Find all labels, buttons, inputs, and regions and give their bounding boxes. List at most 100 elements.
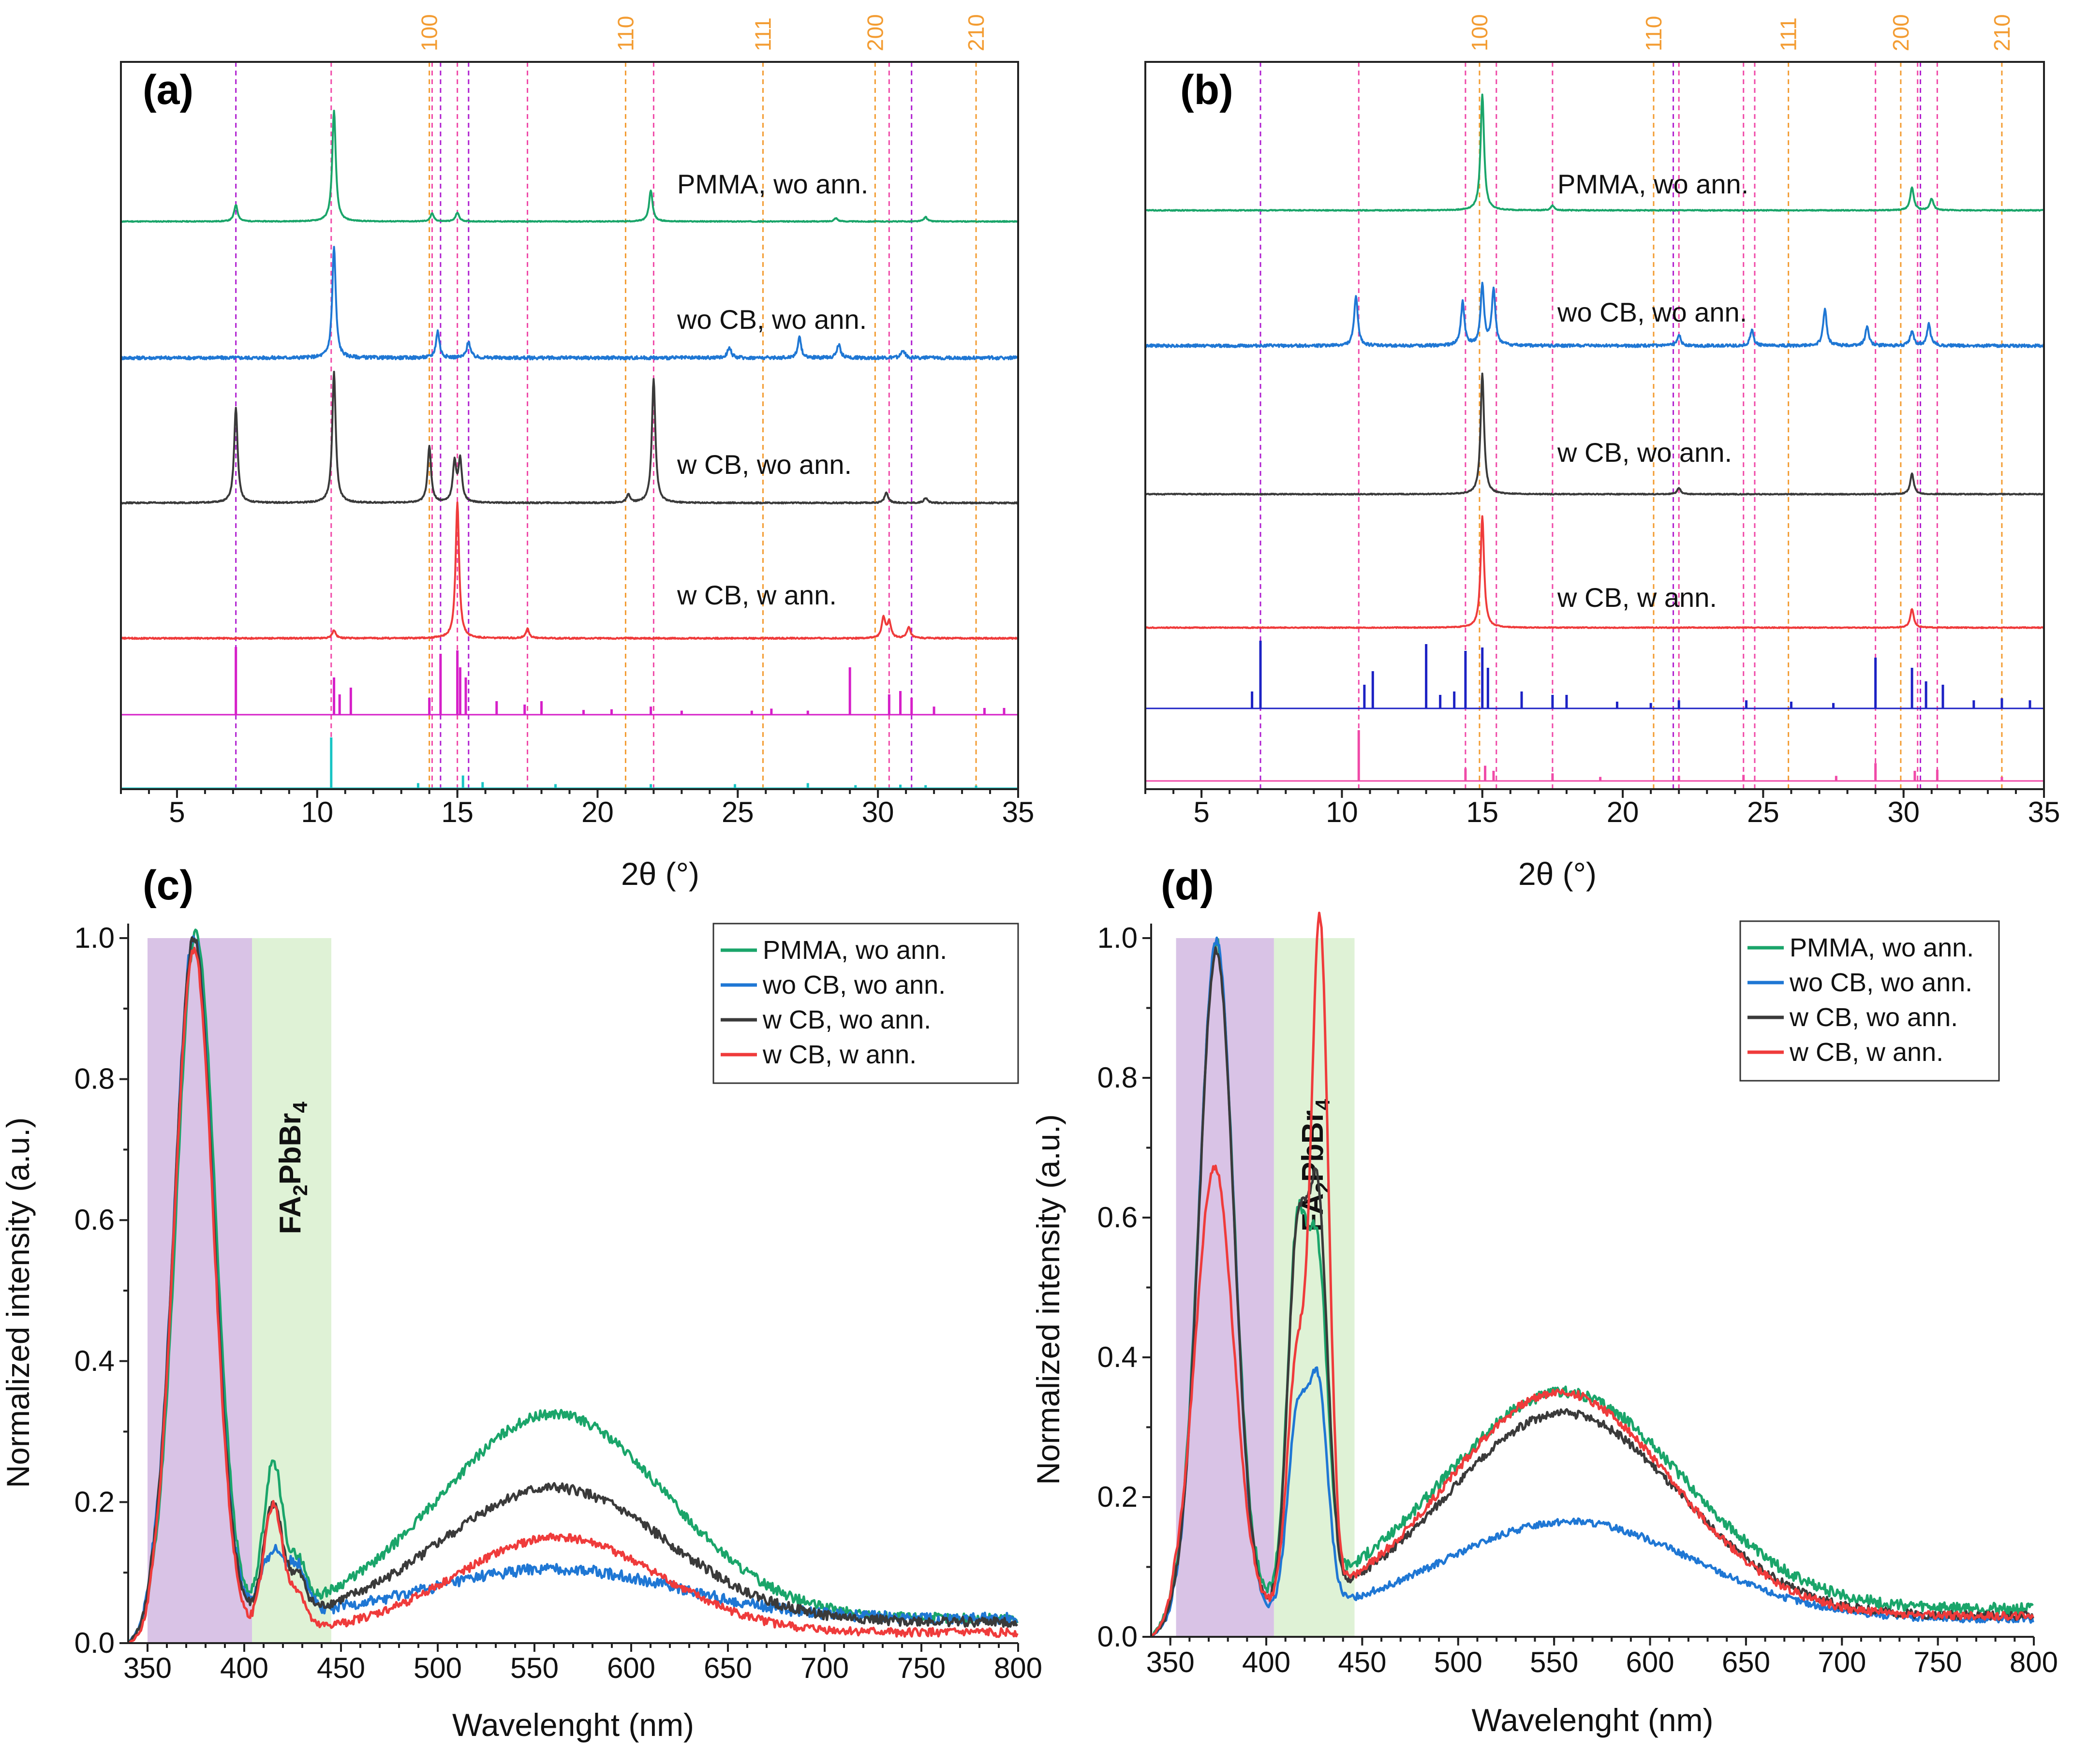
legend-entry: PMMA, wo ann. [763,936,947,965]
y-tick-label: 0.2 [1097,1481,1138,1513]
xrd-trace-2 [120,370,1019,505]
x-tick-label: 15 [1466,796,1498,828]
legend-entry: w CB, wo ann. [1789,1003,1958,1032]
x-tick-label: 650 [704,1652,752,1684]
x-tick-label: 20 [581,796,614,828]
band-label-text: PbBr [274,1113,307,1185]
band-label-subscript: 4 [1311,1099,1334,1110]
x-tick-label: 20 [1607,796,1639,828]
xrd-trace-1 [1144,281,2045,348]
trace-label: PMMA, wo ann. [1557,169,1748,199]
x-tick-label: 700 [800,1652,849,1684]
pl-trace-1 [1150,936,2034,1638]
x-tick-label: 450 [1338,1646,1386,1678]
miller-index-label: 200 [862,14,888,51]
band-label-text: PbBr [1296,1110,1330,1182]
trace-label: w CB, wo ann. [677,449,852,480]
legend-box [712,923,1019,1084]
miller-index-label: 210 [963,14,989,51]
x-axis-title: 2θ (°) [1518,856,1597,892]
miller-index-label: 110 [613,16,638,51]
x-tick-label: 400 [220,1652,268,1684]
highlight-band [1176,938,1274,1637]
y-tick-label: 0.0 [1097,1620,1138,1653]
xrd-trace-3 [120,501,1019,640]
x-tick-label: 400 [1242,1646,1290,1678]
x-tick-label: 800 [994,1652,1042,1684]
legend-entry: w CB, w ann. [1789,1038,1943,1067]
x-axis-title: 2θ (°) [621,856,699,892]
miller-index-label: 110 [1641,16,1666,51]
x-tick-label: 30 [1887,796,1920,828]
pl-trace-3 [127,946,1019,1645]
x-tick-label: 350 [123,1652,172,1684]
panel-label: (a) [143,67,193,113]
xrd-trace-1 [120,246,1019,361]
x-tick-label: 15 [441,796,474,828]
xrd-trace-3 [1145,515,2045,629]
x-tick-label: 750 [1914,1646,1962,1678]
trace-label: wo CB, wo ann. [677,304,867,335]
x-tick-label: 25 [1747,796,1779,828]
x-axis-title: Wavelenght (nm) [452,1707,694,1743]
y-tick-label: 0.4 [1097,1341,1138,1373]
x-tick-label: 35 [1002,796,1035,828]
y-axis-title: Normalized intensity (a.u.) [1030,1114,1066,1485]
x-tick-label: 25 [722,796,754,828]
band-label-subscript: 2 [1311,1182,1334,1193]
panel-label: (d) [1161,862,1214,909]
trace-label: wo CB, wo ann. [1557,297,1747,327]
y-tick-label: 1.0 [74,922,115,954]
x-tick-label: 10 [1326,796,1358,828]
x-tick-label: 500 [1434,1646,1482,1678]
xrd-panel-0: 100 110 111 200 210 PMMA, wo ann. wo CB, wo an… [120,14,1035,892]
y-tick-label: 1.0 [1097,922,1138,954]
trace-label: PMMA, wo ann. [677,169,868,199]
band-label-subscript: 4 [289,1102,311,1113]
x-tick-label: 10 [301,796,333,828]
xrd-trace-0 [120,109,1019,223]
x-tick-label: 700 [1818,1646,1866,1678]
legend-entry: wo CB, wo ann. [1789,968,1972,997]
x-tick-label: 350 [1146,1646,1195,1678]
miller-index-label: 210 [1989,14,2014,51]
xrd-trace-2 [1144,372,2045,496]
band-label-text: FA [274,1196,307,1234]
panel-label: (c) [143,862,193,909]
legend: PMMA, wo ann. wo CB, wo ann. w CB, wo ann.… [712,923,1019,1084]
y-axis-title: Normalized intensity (a.u.) [0,1117,36,1488]
x-tick-label: 35 [2028,796,2060,828]
x-tick-label: 5 [1193,796,1209,828]
panel-label: (b) [1180,67,1233,113]
miller-index-label: 100 [417,14,442,51]
trace-label: w CB, w ann. [677,580,837,610]
y-tick-label: 0.6 [74,1204,115,1236]
miller-index-label: 100 [1467,14,1492,51]
x-tick-label: 500 [414,1652,462,1684]
legend-entry: PMMA, wo ann. [1790,933,1974,962]
miller-index-label: 111 [750,17,775,51]
trace-label: w CB, w ann. [1557,582,1717,613]
legend-entry: wo CB, wo ann. [762,970,946,1000]
legend: PMMA, wo ann. wo CB, wo ann. w CB, wo ann.… [1739,920,2000,1082]
x-tick-label: 550 [1530,1646,1578,1678]
pl-panel-2: FA2PbBr4 350 400 450 500 550 600 650 700 750 800 0.… [0,862,1042,1743]
x-axis-title: Wavelenght (nm) [1471,1702,1713,1738]
y-tick-label: 0.8 [74,1063,115,1095]
x-tick-label: 600 [1626,1646,1674,1678]
x-tick-label: 750 [897,1652,946,1684]
miller-index-label: 111 [1776,17,1801,51]
legend-entry: w CB, w ann. [762,1040,917,1069]
y-tick-label: 0.0 [74,1627,115,1659]
y-tick-label: 0.6 [1097,1201,1138,1234]
x-tick-label: 650 [1722,1646,1770,1678]
x-tick-label: 800 [2010,1646,2058,1678]
y-tick-label: 0.2 [74,1485,115,1518]
x-tick-label: 600 [607,1652,655,1684]
x-tick-label: 550 [510,1652,559,1684]
trace-label: w CB, wo ann. [1557,437,1732,468]
xrd-panel-1: 100 110 111 200 210 PMMA, wo ann. wo CB, wo an… [1144,14,2060,892]
pl-trace-1 [127,935,1019,1644]
